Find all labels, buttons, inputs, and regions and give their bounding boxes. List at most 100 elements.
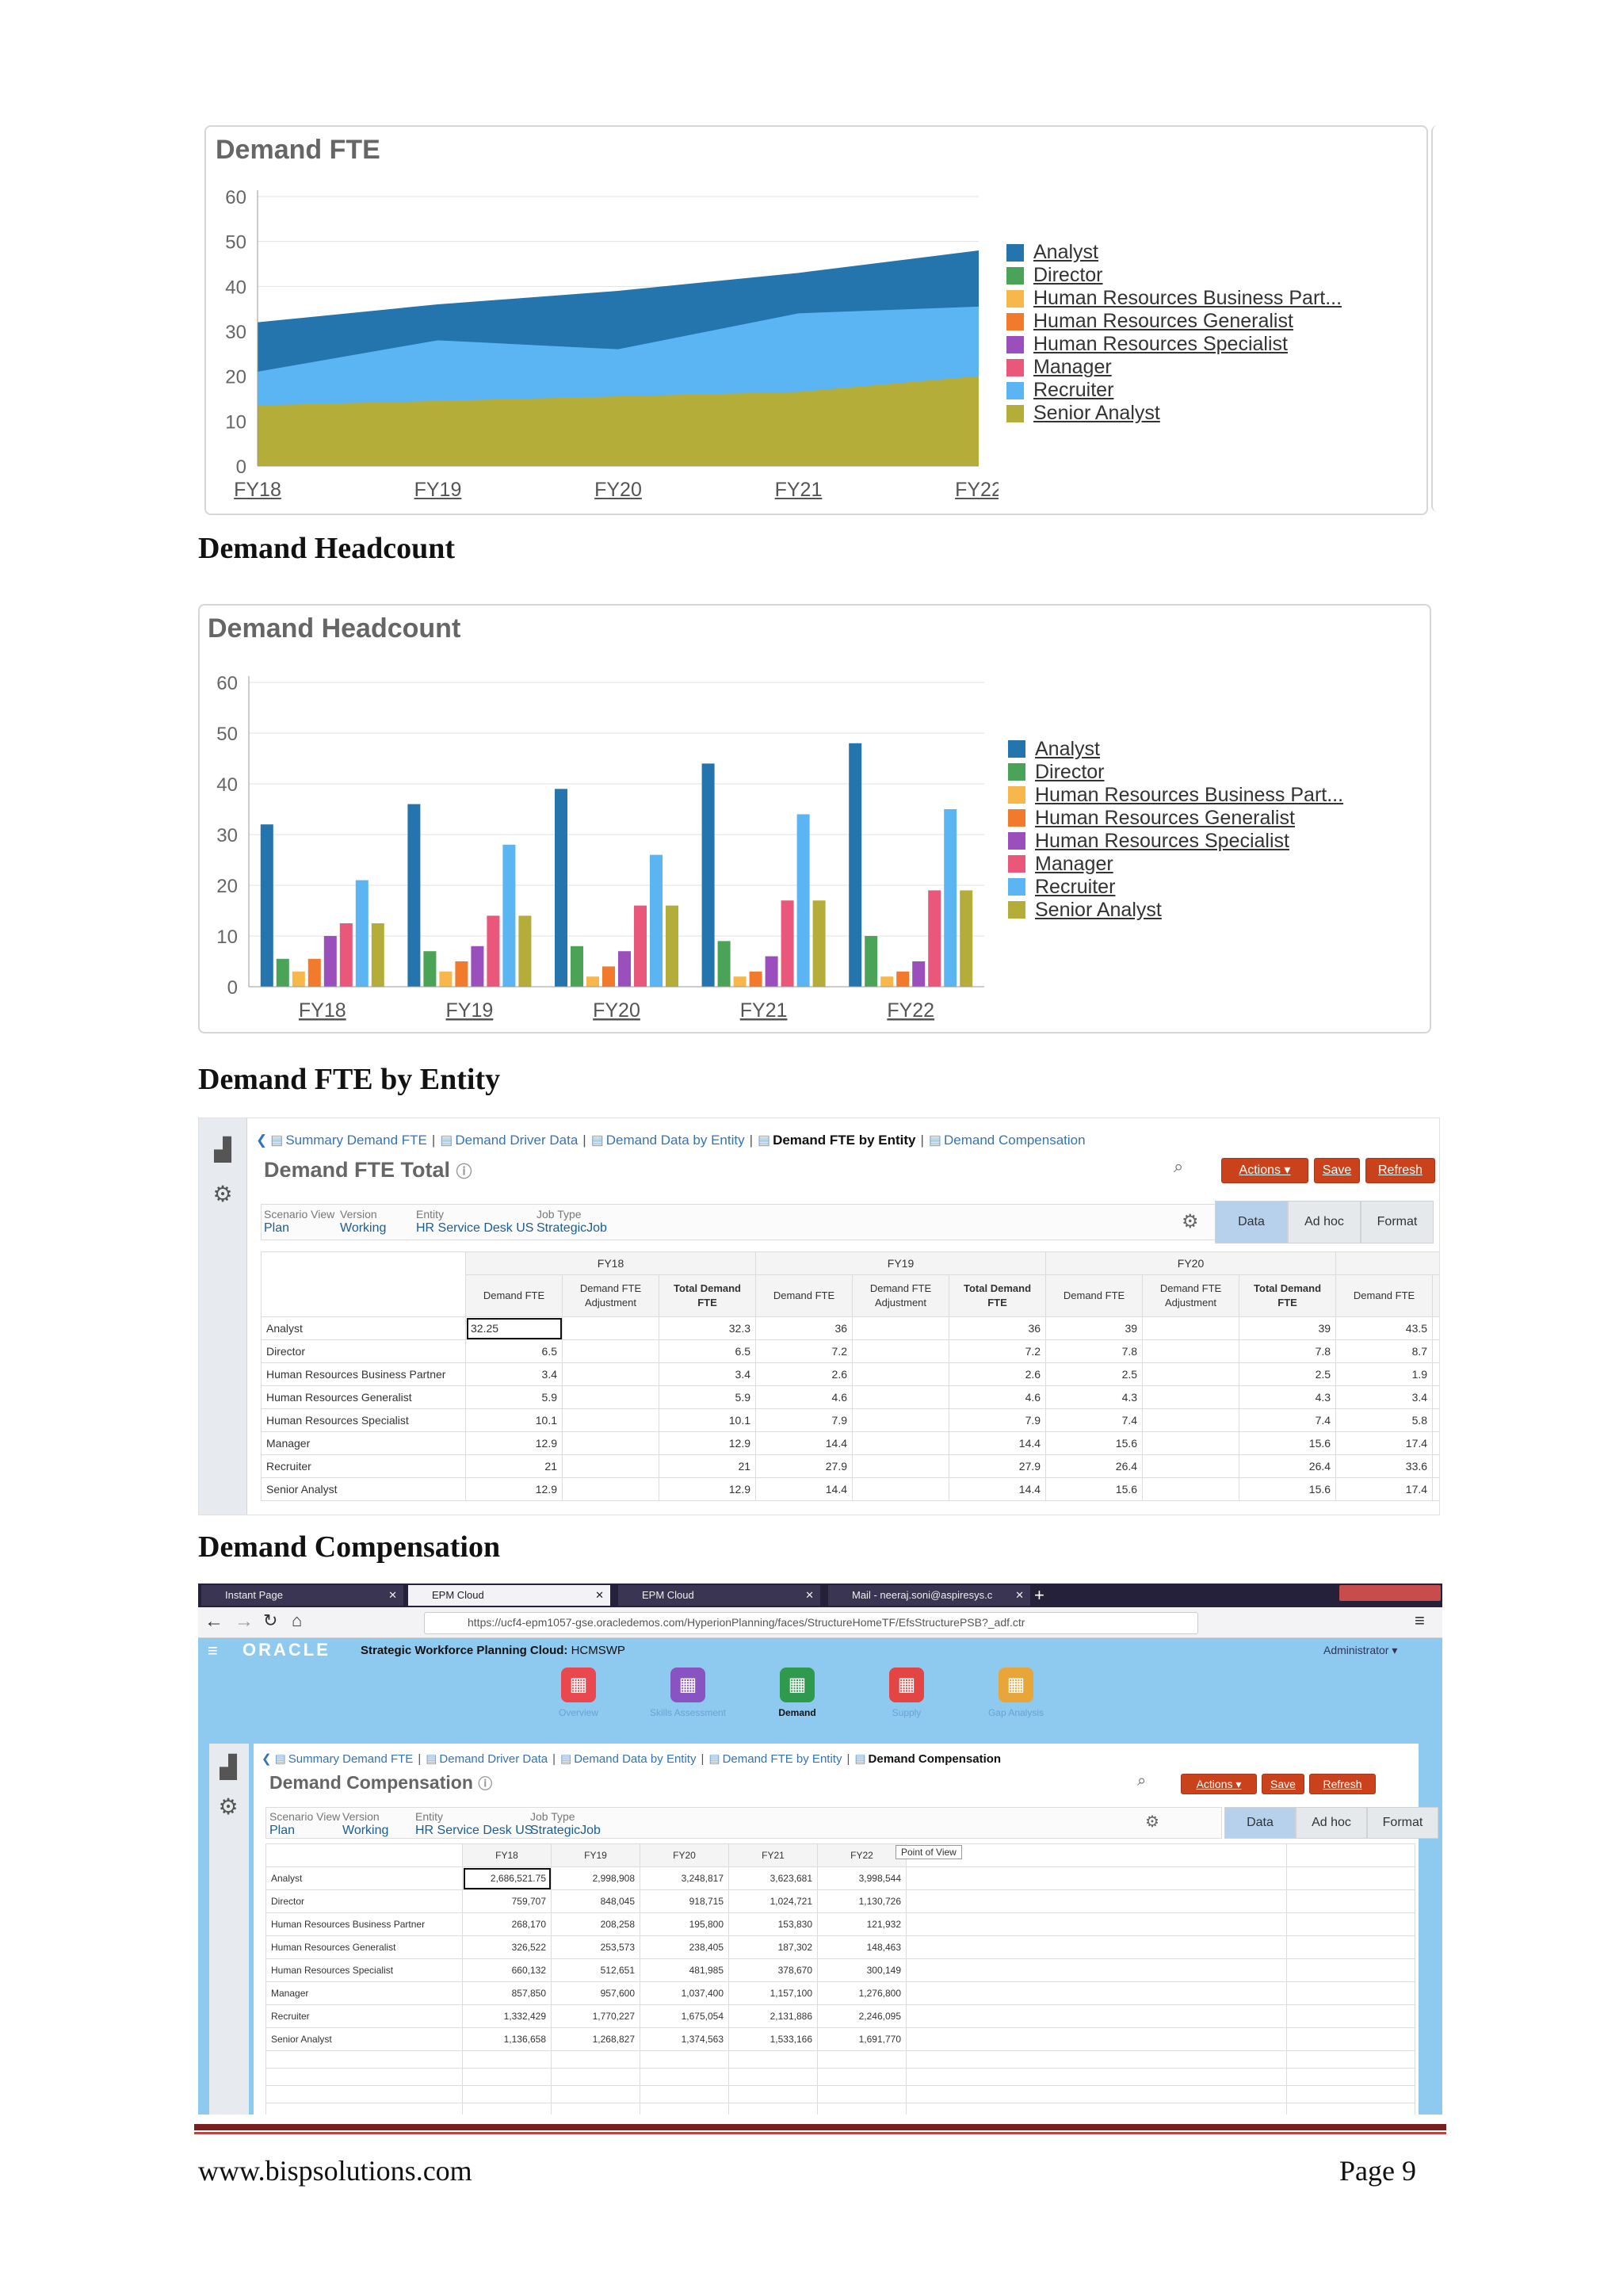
pov-member[interactable]: Entity HR Service Desk US — [415, 1809, 533, 1838]
data-cell[interactable]: 7.4 — [1045, 1408, 1144, 1432]
data-cell[interactable] — [1142, 1316, 1240, 1340]
data-cell[interactable] — [1142, 1431, 1240, 1455]
legend-item[interactable]: Human Resources Business Part... — [1008, 783, 1343, 806]
data-cell[interactable]: 21 — [465, 1454, 563, 1478]
row-label[interactable]: Senior Analyst — [261, 1477, 466, 1501]
data-cell[interactable]: 326,522 — [462, 1935, 552, 1959]
data-cell[interactable]: 6.5 — [465, 1339, 563, 1363]
data-cell[interactable]: 253,573 — [551, 1935, 640, 1959]
breadcrumb-link[interactable]: Demand Driver Data — [455, 1133, 579, 1148]
bar-fy19-senior-analyst[interactable] — [518, 915, 532, 987]
data-cell[interactable] — [852, 1408, 950, 1432]
legend-item[interactable]: Senior Analyst — [1006, 402, 1342, 425]
bar-fy18-analyst[interactable] — [260, 824, 273, 987]
year-header[interactable]: FY18 — [464, 1251, 757, 1275]
row-label[interactable]: Manager — [265, 1981, 463, 2005]
pov-member[interactable]: Version Working — [340, 1207, 386, 1236]
data-cell[interactable]: 32.3 — [658, 1316, 757, 1340]
data-cell[interactable]: 6.5 — [658, 1339, 757, 1363]
data-cell[interactable]: 7.8 — [1239, 1339, 1337, 1363]
column-header[interactable]: Demand FTE Adjustment — [1142, 1274, 1240, 1317]
data-cell[interactable]: 3,248,817 — [640, 1866, 729, 1890]
settings-cog-icon[interactable]: ⚙ — [212, 1182, 233, 1206]
data-cell[interactable]: 1,533,166 — [728, 2027, 818, 2051]
data-cell[interactable]: 39 — [1045, 1316, 1144, 1340]
data-cell[interactable] — [852, 1431, 950, 1455]
column-header[interactable]: Demand FTE — [1335, 1274, 1434, 1317]
data-cell[interactable]: 1,037,400 — [640, 1981, 729, 2005]
x-tick-label[interactable]: FY21 — [775, 479, 823, 499]
save-button[interactable]: Save — [1262, 1774, 1304, 1794]
settings-cog-icon[interactable]: ⚙ — [218, 1794, 239, 1819]
chart-icon[interactable]: ▟ — [214, 1137, 231, 1162]
row-label[interactable]: Senior Analyst — [265, 2027, 463, 2051]
data-cell[interactable]: 208,258 — [551, 1912, 640, 1936]
data-cell[interactable] — [852, 1385, 950, 1409]
bar-fy20-director[interactable] — [571, 946, 583, 987]
bar-fy21-human-resources-business-part-[interactable] — [733, 976, 747, 987]
data-cell[interactable]: 512,651 — [551, 1958, 640, 1982]
row-label[interactable]: Human Resources Generalist — [265, 1935, 463, 1959]
reload-icon[interactable]: ↻ — [263, 1610, 278, 1630]
year-header[interactable]: FY20 — [640, 1843, 729, 1867]
column-header[interactable]: Demand FTE — [1045, 1274, 1144, 1317]
data-cell[interactable]: 759,707 — [462, 1889, 552, 1913]
legend-item[interactable]: Recruiter — [1008, 875, 1343, 898]
data-cell[interactable]: 378,670 — [728, 1958, 818, 1982]
data-cell[interactable]: 268,170 — [462, 1912, 552, 1936]
data-cell[interactable] — [852, 1477, 950, 1501]
data-cell[interactable] — [562, 1431, 659, 1455]
bar-fy20-human-resources-generalist[interactable] — [602, 966, 615, 987]
menu-icon[interactable]: ≡ — [1415, 1610, 1425, 1630]
column-header[interactable]: Total Demand FTE — [1239, 1274, 1337, 1317]
x-tick-label[interactable]: FY20 — [594, 479, 642, 499]
legend-item[interactable]: Human Resources Generalist — [1008, 806, 1343, 829]
data-cell[interactable] — [562, 1454, 659, 1478]
data-cell[interactable]: 27.9 — [949, 1454, 1047, 1478]
bar-fy21-human-resources-generalist[interactable] — [749, 971, 762, 987]
search-filter-icon[interactable]: ⌕ — [1174, 1156, 1184, 1176]
year-header[interactable]: FY21 — [728, 1843, 818, 1867]
data-cell[interactable]: 1,130,726 — [817, 1889, 907, 1913]
data-cell[interactable]: 153,830 — [728, 1912, 818, 1936]
bar-fy22-human-resources-generalist[interactable] — [896, 971, 910, 987]
x-tick-label[interactable]: FY19 — [414, 479, 462, 499]
x-tick-label[interactable]: FY19 — [446, 999, 494, 1022]
pov-member[interactable]: Job Type StrategicJob — [530, 1809, 601, 1838]
data-cell[interactable] — [1142, 1339, 1240, 1363]
bar-fy19-human-resources-business-part-[interactable] — [439, 971, 453, 987]
bar-fy22-director[interactable] — [865, 936, 878, 987]
close-icon[interactable]: ✕ — [1015, 1589, 1024, 1601]
legend-item[interactable]: Senior Analyst — [1008, 898, 1343, 921]
data-cell[interactable]: 1,136,658 — [462, 2027, 552, 2051]
pov-member[interactable]: Entity HR Service Desk US — [416, 1207, 533, 1236]
bar-fy22-human-resources-business-part-[interactable] — [880, 976, 894, 987]
legend-item[interactable]: Human Resources Specialist — [1006, 333, 1342, 356]
column-header[interactable]: Demand FTE Adjustment — [562, 1274, 659, 1317]
data-cell[interactable]: 12.9 — [658, 1431, 757, 1455]
bar-fy19-director[interactable] — [423, 951, 437, 987]
row-label[interactable]: Manager — [261, 1431, 466, 1455]
data-cell[interactable]: 15.6 — [1239, 1477, 1337, 1501]
pov-member[interactable]: Version Working — [342, 1809, 388, 1838]
bar-fy20-manager[interactable] — [634, 905, 647, 987]
data-cell[interactable]: 14.4 — [949, 1477, 1047, 1501]
breadcrumb-link[interactable]: Demand Data by Entity — [605, 1133, 745, 1148]
breadcrumb-link[interactable]: Summary Demand FTE — [285, 1133, 427, 1148]
bar-fy21-manager[interactable] — [781, 900, 794, 987]
data-cell[interactable]: 4.6 — [755, 1385, 854, 1409]
data-cell[interactable] — [1142, 1385, 1240, 1409]
data-cell[interactable]: 7.2 — [755, 1339, 854, 1363]
data-cell[interactable]: 14.4 — [755, 1431, 854, 1455]
tab-ad-hoc[interactable]: Ad hoc — [1288, 1201, 1361, 1244]
data-cell[interactable]: 1.9 — [1335, 1362, 1434, 1386]
data-cell[interactable]: 148,463 — [817, 1935, 907, 1959]
breadcrumb-link[interactable]: Demand Driver Data — [439, 1752, 548, 1766]
bar-fy20-human-resources-business-part-[interactable] — [586, 976, 599, 987]
data-cell[interactable]: 857,850 — [462, 1981, 552, 2005]
data-cell[interactable]: 2,686,521.75 — [462, 1866, 552, 1890]
data-cell[interactable] — [852, 1454, 950, 1478]
bar-fy18-human-resources-specialist[interactable] — [323, 936, 337, 987]
legend-item[interactable]: Analyst — [1006, 241, 1342, 264]
gear-icon[interactable]: ⚙ — [1182, 1211, 1199, 1232]
